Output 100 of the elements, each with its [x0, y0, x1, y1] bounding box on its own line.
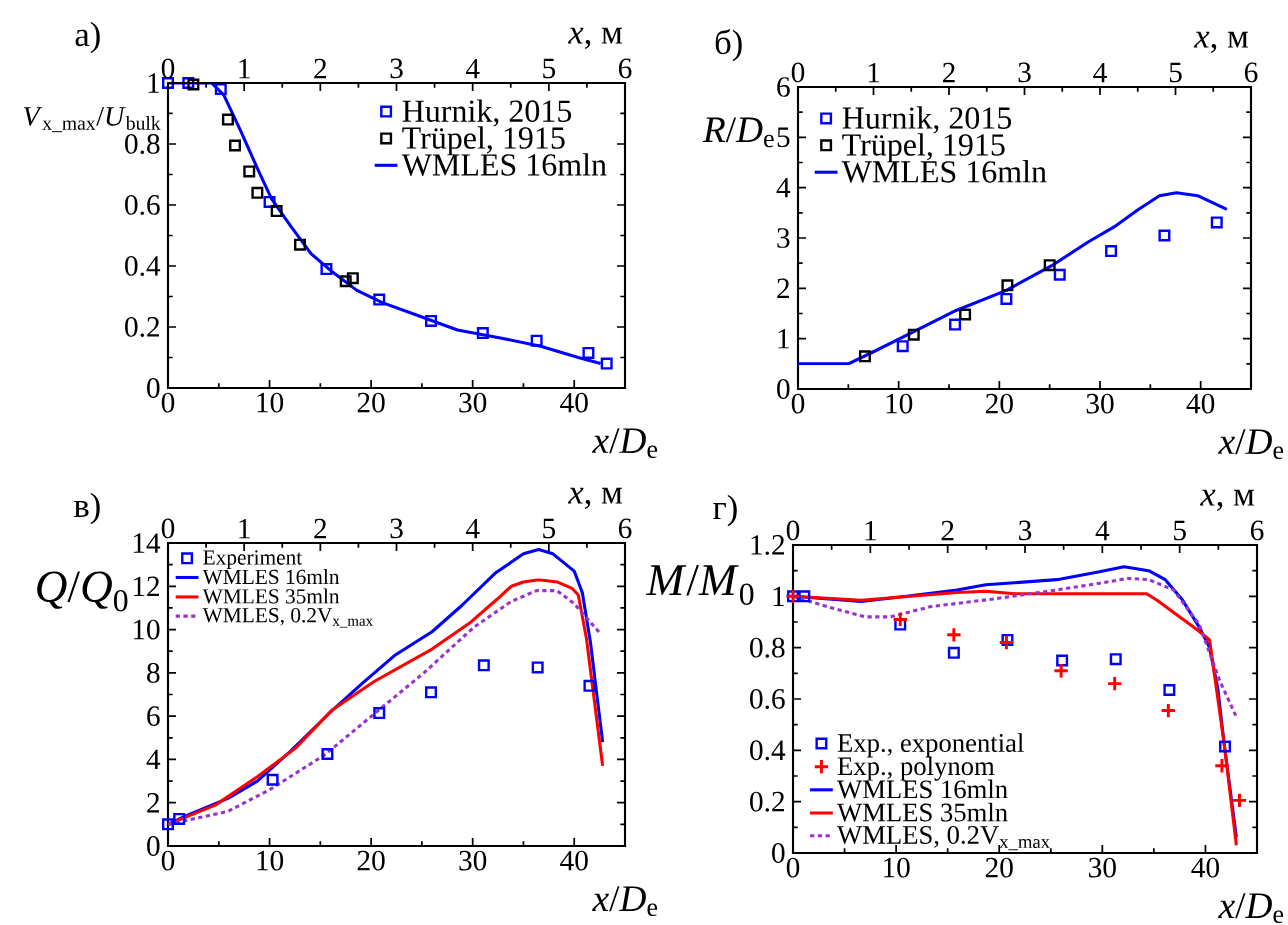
x-tick-label: 10 [886, 393, 913, 414]
x-axis-title: x/D$_{e}$ [592, 886, 658, 917]
x2-tick-label: 4 [1095, 520, 1110, 541]
x2-tick-label: 4 [1093, 62, 1107, 83]
x2-tick-label: 0 [161, 58, 175, 79]
x2-tick-label: 2 [942, 62, 955, 83]
x2-tick-label: 2 [314, 518, 327, 539]
legend-label: Exp., exponential [837, 733, 1024, 758]
y-tick-label: 0.8 [125, 134, 160, 154]
x-tick-label: 0 [791, 393, 805, 414]
x-tick-label: 20 [357, 850, 385, 871]
x-tick-label: 20 [985, 393, 1013, 414]
y-tick-label: 0.4 [125, 256, 161, 276]
x2-tick-label: 6 [1244, 62, 1258, 83]
y-tick-label: 6 [147, 706, 160, 726]
legend-label: WMLES 16mln [401, 153, 607, 176]
y-tick-label: 1 [773, 586, 784, 607]
x2-tick-label: 2 [314, 58, 327, 79]
x2-tick-label: 5 [1174, 520, 1186, 541]
x-tick-label: 0 [161, 850, 175, 871]
legend-label: WMLES 35mln [202, 588, 340, 604]
x2-axis-title: x, м [567, 27, 623, 49]
x2-tick-label: 2 [941, 520, 954, 541]
x2-axis-title: x, м [567, 487, 623, 509]
x-tick-label: 40 [560, 850, 588, 871]
x-axis-title: x/D$_{e}$ [1218, 429, 1284, 460]
y-tick-label: 8 [147, 662, 160, 683]
y-tick-label: 0.6 [750, 689, 785, 709]
legend-label: WMLES, 0.2V$_{x_max}$ [837, 825, 1050, 851]
x2-tick-label: 1 [239, 58, 250, 79]
x-tick-label: 30 [459, 392, 487, 413]
legend-label: Hurnik, 2015 [402, 99, 572, 127]
x2-axis-title: x, м [1199, 489, 1255, 511]
y-tick-label: 0.2 [750, 791, 785, 812]
x2-tick-label: 5 [1169, 62, 1182, 83]
x-tick-label: 20 [357, 392, 385, 413]
x2-tick-label: 3 [390, 518, 403, 539]
x2-tick-label: 1 [868, 62, 880, 83]
y-tick-label: 2 [147, 793, 160, 813]
x-tick-label: 10 [884, 857, 910, 878]
legend-label: Experiment [203, 550, 303, 569]
x-tick-label: 30 [1086, 393, 1114, 414]
chart-title: г) [713, 494, 737, 527]
x2-tick-label: 6 [618, 518, 632, 539]
x2-tick-label: 3 [390, 58, 403, 79]
legend-label: Exp., polynom [837, 756, 995, 781]
legend-label: WMLES 16mln [202, 569, 340, 585]
y-tick-label: 12 [133, 576, 160, 596]
y-tick-label: 1.2 [751, 535, 785, 555]
y-axis-title: Q/Q$_{0}$ [37, 571, 128, 612]
y-tick-label: 1 [778, 328, 789, 349]
x2-tick-label: 0 [161, 518, 175, 539]
y-axis-title: R/D$_{e}$ [702, 117, 774, 148]
y-tick-label: 6 [777, 77, 790, 97]
x2-axis-title: x, м [1193, 31, 1249, 53]
y-tick-label: 0.4 [750, 740, 786, 761]
x2-tick-label: 0 [791, 62, 805, 83]
x2-tick-label: 6 [1250, 520, 1264, 541]
x-tick-label: 10 [257, 850, 284, 871]
x2-tick-label: 5 [543, 58, 556, 79]
y-tick-label: 4 [776, 178, 791, 198]
x2-tick-label: 6 [618, 58, 632, 79]
y-tick-label: 2 [777, 278, 790, 299]
x2-tick-label: 5 [543, 518, 556, 539]
x2-tick-label: 4 [465, 518, 480, 539]
chart-title: а) [75, 21, 100, 54]
x2-tick-label: 1 [865, 520, 876, 541]
y-tick-label: 4 [146, 749, 161, 770]
legend-label: WMLES 16mln [841, 160, 1047, 183]
y-tick-label: 0.2 [125, 317, 160, 337]
chart-title: б) [715, 29, 742, 62]
y-axis-title: V$_{x_max}$/U$_{bulk}$ [23, 107, 161, 133]
y-tick-label: 0.6 [125, 195, 160, 215]
legend-label: WMLES 35mln [837, 802, 1008, 822]
y-tick-label: 10 [133, 619, 160, 640]
y-tick-label: 1 [148, 73, 159, 93]
x-tick-label: 0 [161, 392, 175, 413]
y-tick-label: 14 [133, 533, 161, 553]
y-tick-label: 0 [777, 379, 790, 399]
x-tick-label: 30 [459, 850, 487, 871]
x-axis-title: x/D$_{e}$ [1218, 893, 1284, 924]
x-axis-title: x/D$_{e}$ [592, 428, 658, 459]
y-tick-label: 0.8 [750, 637, 785, 658]
x-tick-label: 20 [985, 857, 1013, 878]
y-tick-label: 0 [147, 836, 160, 856]
x-tick-label: 40 [1186, 393, 1215, 414]
x2-tick-label: 3 [1018, 62, 1031, 83]
y-axis-title: M/M$_{0}$ [645, 565, 754, 605]
y-tick-label: 3 [777, 228, 790, 248]
x-tick-label: 10 [257, 392, 284, 413]
y-tick-label: 0 [147, 378, 160, 398]
legend-label: WMLES, 0.2V$_{x_max}$ [202, 608, 373, 628]
x2-tick-label: 1 [239, 518, 250, 539]
x-tick-label: 30 [1089, 857, 1116, 878]
y-tick-label: 5 [777, 127, 790, 148]
x-tick-label: 40 [1191, 857, 1220, 878]
x2-tick-label: 4 [465, 58, 480, 79]
x2-tick-label: 3 [1019, 520, 1032, 541]
legend-label: Hurnik, 2015 [842, 106, 1012, 134]
chart-title: в) [74, 492, 100, 525]
